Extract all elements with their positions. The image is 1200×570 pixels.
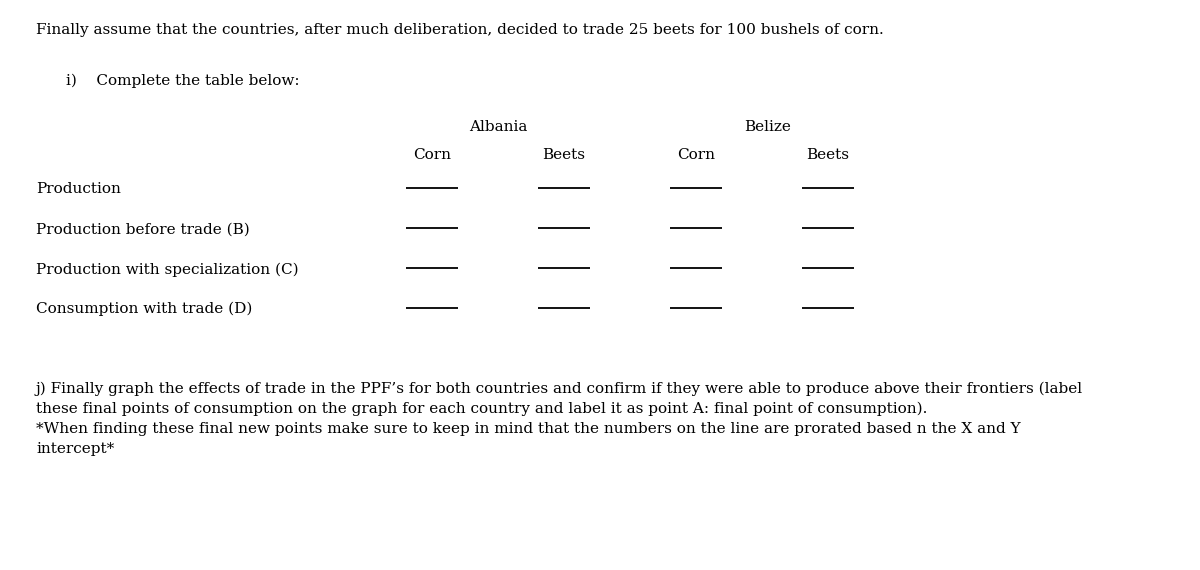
Text: Beets: Beets xyxy=(806,148,850,162)
Text: Consumption with trade (D): Consumption with trade (D) xyxy=(36,302,252,316)
Text: i)    Complete the table below:: i) Complete the table below: xyxy=(66,74,300,88)
Text: Production with specialization (C): Production with specialization (C) xyxy=(36,262,299,276)
Text: Finally assume that the countries, after much deliberation, decided to trade 25 : Finally assume that the countries, after… xyxy=(36,23,883,37)
Text: Production: Production xyxy=(36,182,121,197)
Text: these final points of consumption on the graph for each country and label it as : these final points of consumption on the… xyxy=(36,402,928,416)
Text: Albania: Albania xyxy=(469,120,527,134)
Text: Corn: Corn xyxy=(413,148,451,162)
Text: Corn: Corn xyxy=(677,148,715,162)
Text: Production before trade (B): Production before trade (B) xyxy=(36,222,250,237)
Text: intercept*: intercept* xyxy=(36,442,114,456)
Text: j) Finally graph the effects of trade in the PPF’s for both countries and confir: j) Finally graph the effects of trade in… xyxy=(36,382,1084,396)
Text: Beets: Beets xyxy=(542,148,586,162)
Text: Belize: Belize xyxy=(744,120,792,134)
Text: *When finding these final new points make sure to keep in mind that the numbers : *When finding these final new points mak… xyxy=(36,422,1021,436)
